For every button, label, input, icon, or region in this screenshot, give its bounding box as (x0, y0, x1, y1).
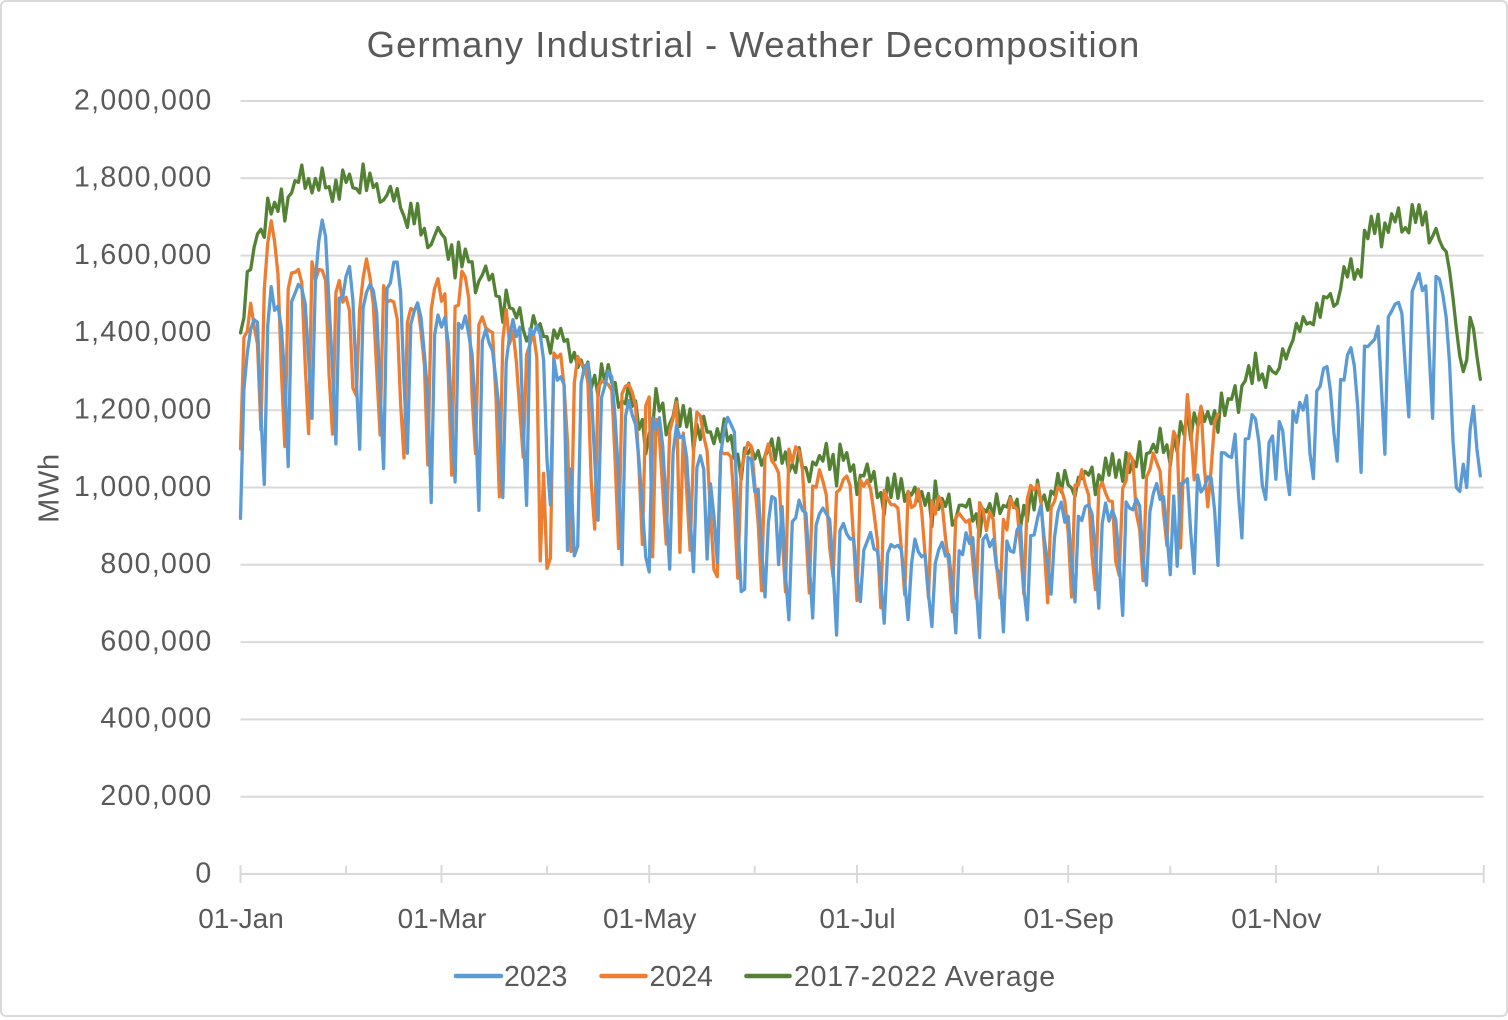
svg-text:01-Nov: 01-Nov (1231, 903, 1321, 934)
svg-text:0: 0 (195, 857, 212, 889)
svg-text:2017-2022 Average: 2017-2022 Average (794, 961, 1056, 993)
svg-text:01-Mar: 01-Mar (398, 903, 487, 934)
svg-text:01-Jul: 01-Jul (819, 903, 895, 934)
svg-text:01-May: 01-May (603, 903, 696, 934)
svg-text:MWh: MWh (34, 453, 66, 523)
svg-text:1,600,000: 1,600,000 (74, 239, 213, 271)
svg-text:1,400,000: 1,400,000 (74, 316, 213, 348)
svg-text:800,000: 800,000 (100, 548, 212, 580)
svg-text:Germany Industrial - Weather D: Germany Industrial - Weather Decompositi… (367, 24, 1141, 65)
svg-text:2024: 2024 (650, 961, 714, 993)
svg-text:1,800,000: 1,800,000 (74, 162, 213, 194)
svg-text:2023: 2023 (504, 961, 567, 993)
svg-text:01-Jan: 01-Jan (198, 903, 284, 934)
svg-text:400,000: 400,000 (100, 703, 212, 735)
svg-text:01-Sep: 01-Sep (1024, 903, 1114, 934)
svg-text:1,200,000: 1,200,000 (74, 394, 213, 426)
svg-text:600,000: 600,000 (100, 625, 212, 657)
svg-text:1,000,000: 1,000,000 (74, 471, 213, 503)
svg-text:2,000,000: 2,000,000 (74, 84, 213, 116)
svg-text:200,000: 200,000 (100, 780, 212, 812)
